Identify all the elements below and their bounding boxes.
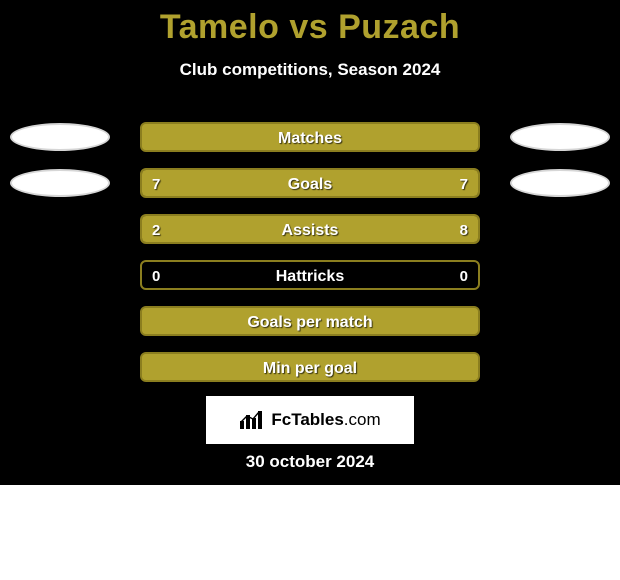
stat-bar: Min per goal — [140, 352, 480, 382]
stat-row: Goals7 7 — [0, 168, 620, 198]
player-right-ellipse — [510, 169, 610, 197]
comparison-canvas: Tamelo vs Puzach Club competitions, Seas… — [0, 0, 620, 580]
brand-suffix: .com — [344, 410, 381, 429]
bottom-strip — [0, 485, 620, 580]
stat-label: Goals per match — [142, 308, 478, 336]
stat-bar: Goals per match — [140, 306, 480, 336]
stat-label: Matches — [142, 124, 478, 152]
stat-value-right: 8 — [450, 216, 478, 244]
stat-label: Assists — [142, 216, 478, 244]
stat-bar: Matches — [140, 122, 480, 152]
player-left-ellipse — [10, 169, 110, 197]
stat-value-left: 7 — [142, 170, 170, 198]
stat-value-right: 0 — [450, 262, 478, 290]
chart-icon — [239, 409, 265, 431]
stat-row: Hattricks0 0 — [0, 260, 620, 290]
stat-row: Matches — [0, 122, 620, 152]
stat-value-right: 7 — [450, 170, 478, 198]
stat-row: Assists2 8 — [0, 214, 620, 244]
stat-value-left: 2 — [142, 216, 170, 244]
stat-bar: Hattricks0 0 — [140, 260, 480, 290]
brand-logo: FcTables.com — [206, 396, 414, 444]
stat-rows: Matches Goals7 7 Assists2 8 Hattricks0 0 Goals … — [0, 122, 620, 398]
player-left-ellipse — [10, 123, 110, 151]
brand-name: FcTables — [271, 410, 343, 429]
stat-row: Min per goal — [0, 352, 620, 382]
stat-value-left: 0 — [142, 262, 170, 290]
stat-label: Goals — [142, 170, 478, 198]
stat-bar: Goals7 7 — [140, 168, 480, 198]
stat-bar: Assists2 8 — [140, 214, 480, 244]
brand-text: FcTables.com — [271, 410, 380, 430]
snapshot-date: 30 october 2024 — [0, 452, 620, 472]
page-subtitle: Club competitions, Season 2024 — [0, 60, 620, 80]
player-right-ellipse — [510, 123, 610, 151]
stat-row: Goals per match — [0, 306, 620, 336]
page-title: Tamelo vs Puzach — [0, 8, 620, 47]
stat-label: Hattricks — [142, 262, 478, 290]
stat-label: Min per goal — [142, 354, 478, 382]
